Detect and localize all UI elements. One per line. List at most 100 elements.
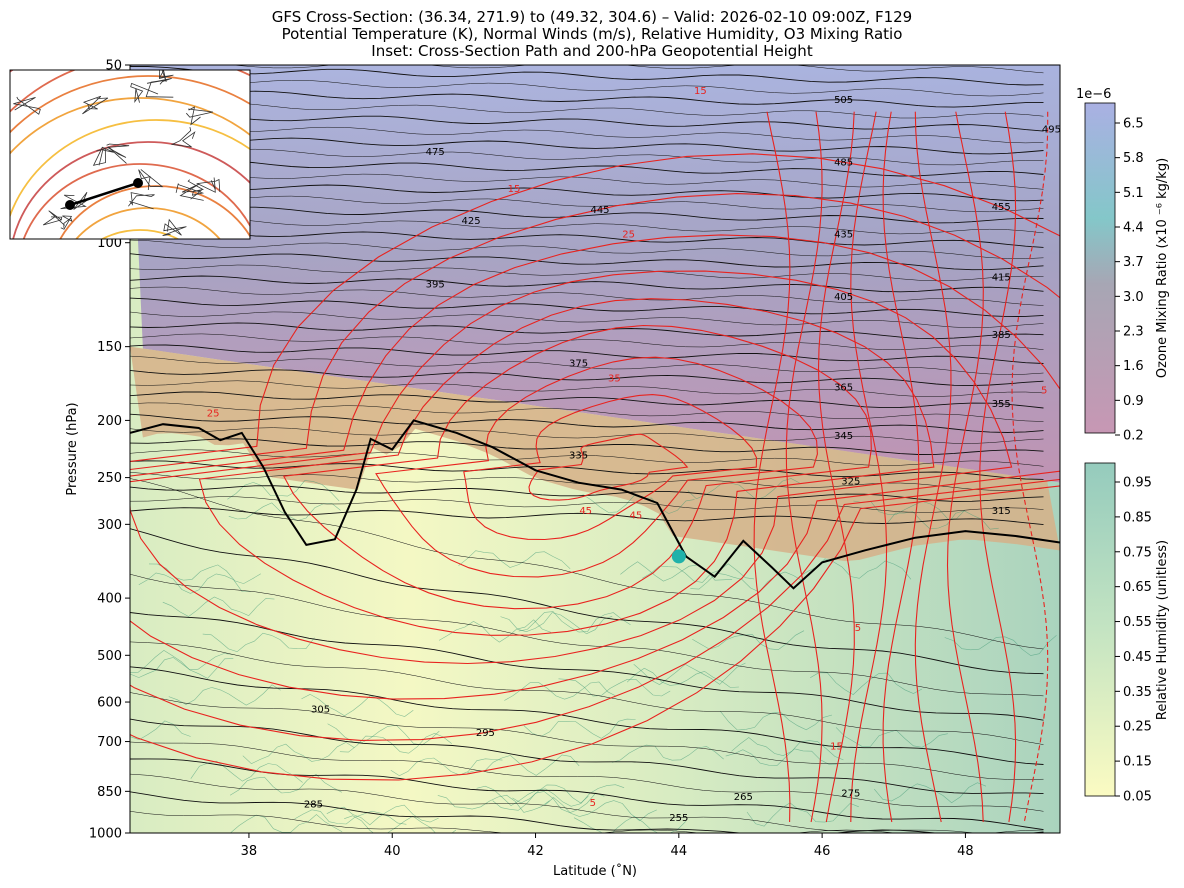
wind-contour-line <box>130 234 1060 700</box>
wind-contour-line <box>130 153 1060 781</box>
isentrope-line <box>130 427 1044 444</box>
ozone-colorbar: 6.5 5.8 5.1 4.4 3.7 3.0 2.3 1.6 0.9 0.2 1e−6 Ozon… <box>1076 87 1170 444</box>
geopotential-contour <box>10 75 250 134</box>
isentrope-label: 425 <box>462 216 481 227</box>
y-tick-label: 100 <box>97 236 122 251</box>
colorbar-tick-label: 0.55 <box>1123 615 1152 630</box>
coastline <box>13 96 41 115</box>
wind-contour-line <box>130 270 1013 665</box>
y-tick-label: 250 <box>97 471 122 486</box>
isentrope-line <box>130 718 1044 795</box>
wind-label: 25 <box>622 230 635 241</box>
isentrope-line <box>130 612 1044 721</box>
coastline <box>175 183 205 200</box>
geopotential-contour <box>59 185 250 239</box>
isentrope-line <box>130 507 1044 526</box>
rh-contour-line <box>344 815 457 833</box>
x-tick-label: 44 <box>671 844 688 859</box>
y-tick-label: 850 <box>97 785 122 800</box>
coastline <box>92 146 114 166</box>
wind-label: 15 <box>694 86 707 97</box>
isentrope-line <box>130 206 1044 224</box>
colorbar-tick-label: 0.35 <box>1123 685 1152 700</box>
isentrope-line <box>130 402 1044 422</box>
rh-contour-line <box>148 563 261 584</box>
coastline <box>106 143 130 164</box>
wind-label: 35 <box>608 374 621 385</box>
rh-contour-line <box>810 672 923 695</box>
rh-contour-line <box>190 760 303 783</box>
isentrope-line <box>130 159 1044 177</box>
isentrope-line <box>130 311 1044 328</box>
title-line-3: Inset: Cross-Section Path and 200-hPa Ge… <box>371 42 813 60</box>
isentrope-label: 455 <box>992 202 1011 213</box>
isentrope-line <box>130 692 1044 780</box>
coastline <box>170 127 196 148</box>
colorbar-tick-label: 5.1 <box>1123 186 1144 201</box>
wind-contour-line <box>375 356 818 578</box>
wind-contour-line <box>850 111 888 823</box>
isentrope-line <box>130 322 1044 340</box>
coastline <box>196 177 221 193</box>
wind-label: 5 <box>1041 385 1047 396</box>
rh-contour-line <box>162 596 275 617</box>
path-end-marker <box>133 178 143 188</box>
rh-contour-line <box>230 814 343 833</box>
isentrope-line <box>130 413 1044 433</box>
rh-colorbar: 0.95 0.85 0.75 0.65 0.55 0.45 0.35 0.25 0.15 0.05… <box>1084 462 1170 805</box>
x-axis-label: Latitude (˚N) <box>553 863 637 879</box>
rh-contour-line <box>467 754 580 776</box>
isentrope-line <box>130 380 1044 397</box>
y-tick-label: 700 <box>97 735 122 750</box>
isentrope-line <box>130 641 1044 745</box>
wind-contour-line <box>753 111 791 823</box>
wind-contour-line <box>882 111 920 823</box>
isentrope-label: 415 <box>992 273 1011 284</box>
isentrope-line <box>130 66 1044 86</box>
ozone-transition-band <box>130 346 1060 562</box>
wind-label: 5 <box>590 798 596 809</box>
x-tick-label: 38 <box>241 844 258 859</box>
isentrope-label: 315 <box>992 506 1011 517</box>
isentrope-label: 265 <box>734 792 753 803</box>
rh-contour-line <box>437 794 550 813</box>
rh-contour-line <box>835 727 948 748</box>
colorbar-tick-label: 0.9 <box>1123 394 1144 409</box>
isentrope-line <box>130 369 1044 387</box>
isentrope-line <box>130 773 978 833</box>
wind-contour-line <box>282 324 872 610</box>
isentrope-label: 275 <box>841 789 860 800</box>
isentrope-label: 395 <box>426 279 445 290</box>
rh-contour-line <box>544 797 657 822</box>
y-tick-label: 200 <box>97 414 122 429</box>
colorbar-tick-label: 0.05 <box>1123 790 1152 805</box>
rh-contour-line <box>611 744 724 763</box>
wind-contour-line <box>979 111 1017 823</box>
y-tick-label: 300 <box>97 518 122 533</box>
rh-contour-line <box>719 710 833 731</box>
colorbar-tick-label: 0.85 <box>1123 510 1152 525</box>
rh-contour-line <box>458 550 571 570</box>
y-tick-label: 1000 <box>89 827 122 842</box>
geopotential-contour <box>12 141 250 239</box>
colorbar-tick-label: 0.65 <box>1123 580 1152 595</box>
colorbar-tick-label: 2.3 <box>1123 325 1144 340</box>
x-axis: 38 40 42 44 46 48 <box>241 833 974 859</box>
rh-contour-line <box>746 802 859 827</box>
isentrope-line <box>130 478 1044 650</box>
tropopause-line <box>130 419 1060 590</box>
isentrope-line <box>130 195 1044 213</box>
isentrope-label: 335 <box>569 450 588 461</box>
isentrope-line <box>130 496 1044 513</box>
plot-frame <box>129 64 1061 834</box>
ozone-colorbar-exponent: 1e−6 <box>1076 87 1111 102</box>
rh-contour-line <box>690 571 803 593</box>
isentrope-line <box>130 136 1044 155</box>
rh-contour-line <box>301 693 414 717</box>
isentrope-line <box>130 239 1044 259</box>
geopotential-contour <box>10 119 250 219</box>
wind-label: 15 <box>508 184 521 195</box>
colorbar-tick-label: 3.7 <box>1123 255 1144 270</box>
